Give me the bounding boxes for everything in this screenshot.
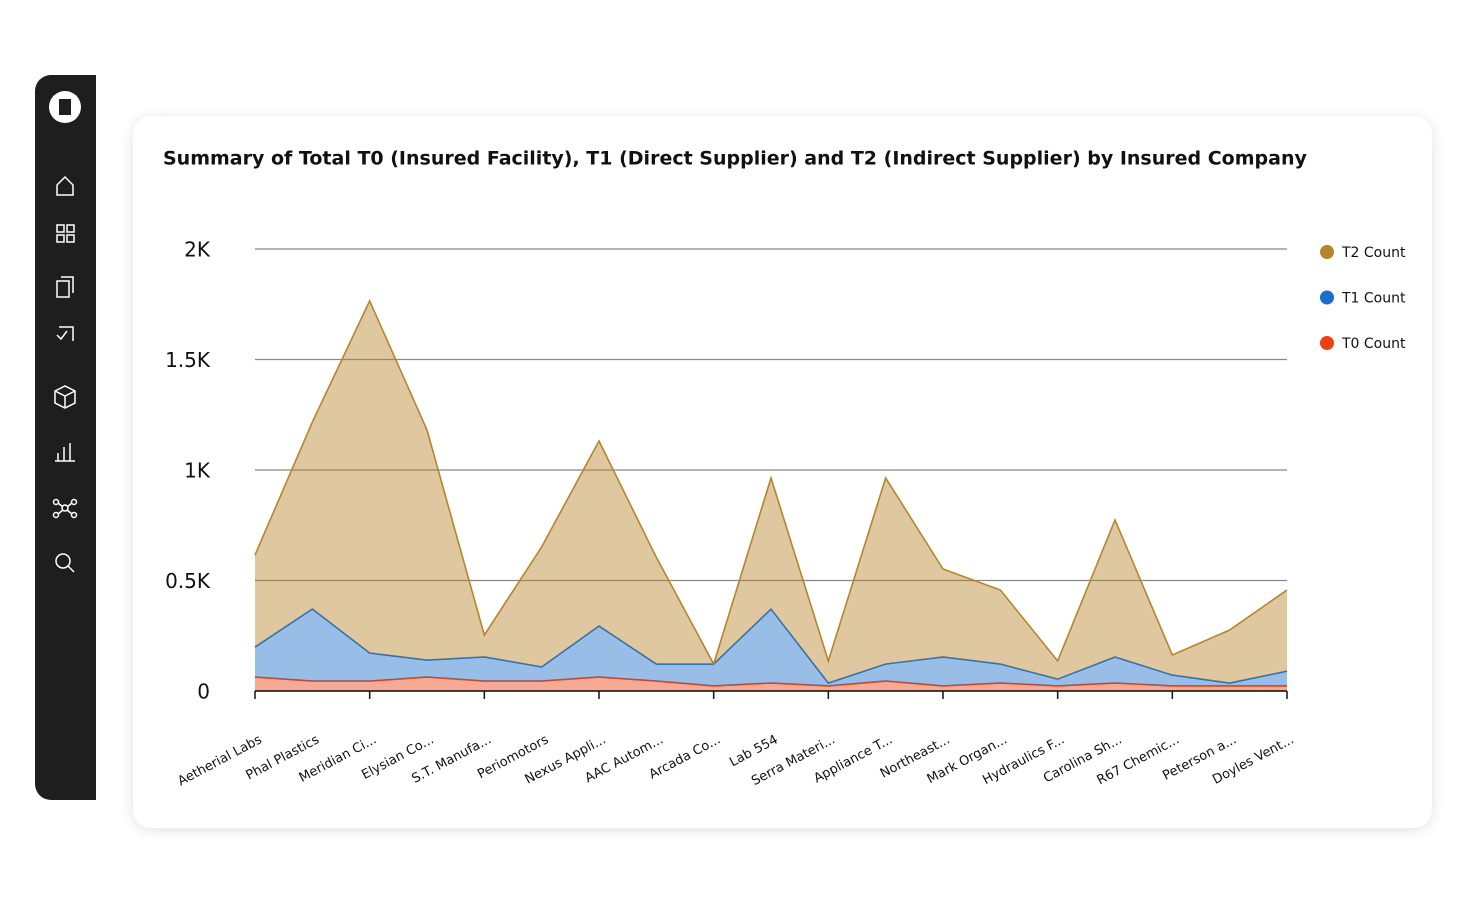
docs-icon[interactable]: [56, 276, 74, 298]
area-line: [254, 607, 1288, 684]
area-line: [254, 676, 1287, 687]
search-icon[interactable]: [55, 553, 75, 573]
area: [255, 609, 1287, 686]
legend-label: T1 Count: [1341, 291, 1406, 307]
y-tick-label: 0.5K: [165, 569, 211, 593]
legend-marker: [1320, 290, 1334, 305]
tasks-icon[interactable]: [56, 326, 74, 341]
bars-icon[interactable]: [55, 443, 75, 462]
y-tick-label: 0: [197, 680, 210, 704]
legend-label: T0 Count: [1341, 336, 1406, 352]
sidebar-icons: [49, 91, 81, 573]
grid-icon[interactable]: [56, 224, 75, 243]
y-tick-label: 2K: [184, 238, 211, 262]
legend-label: T2 Count: [1341, 245, 1406, 261]
box-icon[interactable]: [54, 385, 76, 409]
network-icon[interactable]: [52, 498, 78, 519]
sidebar: [35, 75, 96, 800]
area: [255, 300, 1287, 684]
y-tick-label: 1K: [184, 459, 211, 483]
area-line: [254, 299, 1288, 667]
area: [255, 677, 1287, 691]
logo: [49, 91, 81, 123]
legend-marker: [1320, 336, 1334, 350]
legend-marker: [1320, 245, 1334, 259]
chart-title: Summary of Total T0 (Insured Facility), …: [163, 148, 1307, 170]
y-tick-label: 1.5K: [165, 348, 211, 372]
home-icon[interactable]: [56, 175, 74, 196]
chart-card: [133, 116, 1432, 828]
